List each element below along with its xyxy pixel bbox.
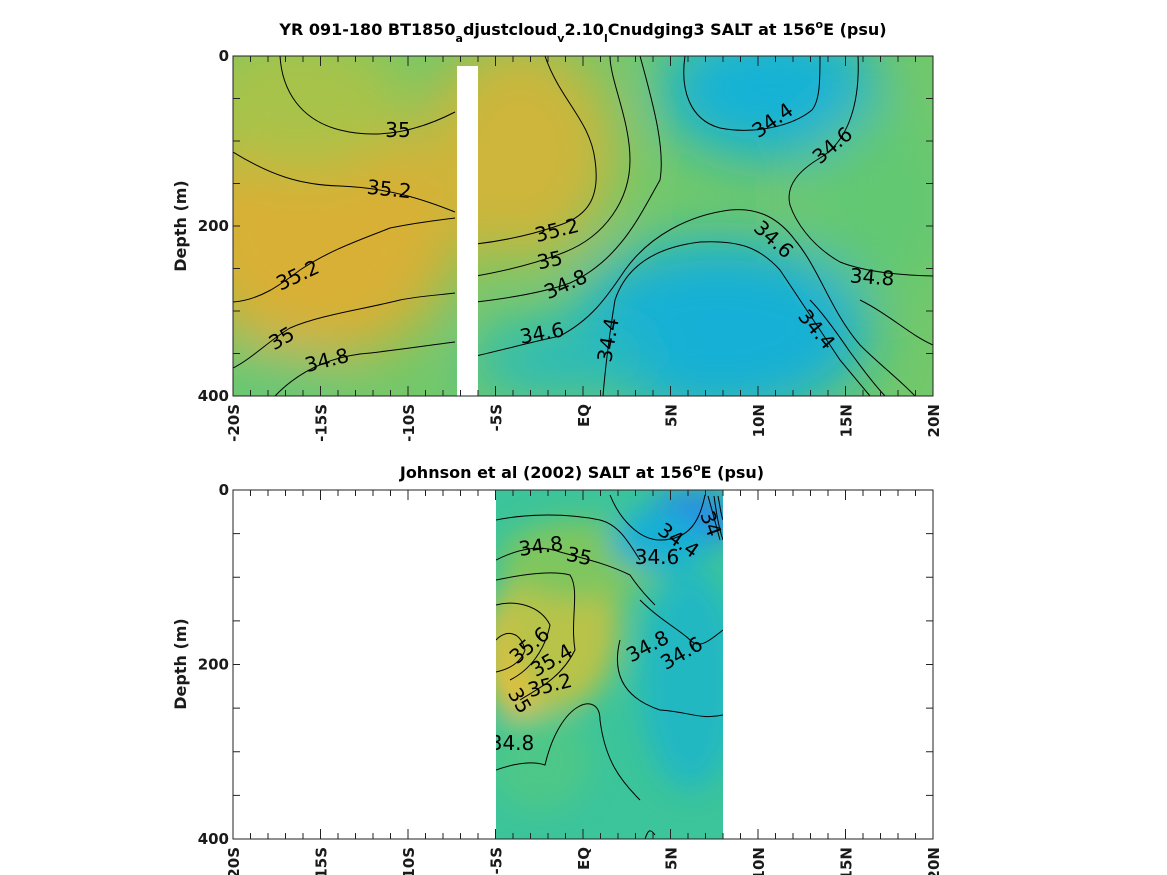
- x-tick-label: -15S: [313, 404, 331, 442]
- x-tick-label: -5S: [488, 847, 506, 874]
- bottom-y-tick-labels: 0 200 400: [198, 481, 229, 848]
- x-tick-label: 20N: [925, 404, 943, 437]
- x-tick-label: EQ: [575, 404, 593, 427]
- missing-data-band: [457, 66, 478, 396]
- contour-label: 35: [564, 542, 594, 571]
- x-tick-label: -20S: [225, 404, 243, 442]
- contour-label: 35: [385, 118, 410, 142]
- top-panel: YR 091-180 BT1850adjustcloudv2.10lCnudgi…: [171, 18, 943, 442]
- x-tick-label: 10N: [750, 404, 768, 437]
- top-y-axis-label: Depth (m): [171, 180, 190, 272]
- x-tick-label: 5N: [663, 404, 681, 427]
- top-axis-ticks: [232, 55, 934, 397]
- bottom-title: Johnson et al (2002) SALT at 156oE (psu): [399, 461, 764, 482]
- x-tick-label: -10S: [400, 847, 418, 875]
- bottom-x-tick-labels: -20S -15S -10S -5S EQ 5N 10N 15N 20N: [225, 847, 943, 875]
- x-tick-label: -5S: [488, 404, 506, 431]
- contour-label: 35.2: [366, 175, 413, 204]
- y-tick-label: 400: [198, 387, 229, 405]
- bottom-panel: Johnson et al (2002) SALT at 156oE (psu): [171, 461, 943, 875]
- x-tick-label: 10N: [750, 847, 768, 875]
- x-tick-label: -10S: [400, 404, 418, 442]
- bottom-y-axis-label: Depth (m): [171, 618, 190, 710]
- x-tick-label: EQ: [575, 847, 593, 870]
- x-tick-label: -20S: [225, 847, 243, 875]
- top-title: YR 091-180 BT1850adjustcloudv2.10lCnudgi…: [278, 18, 886, 45]
- top-heatmap: 35 35.2 35.2 35 34.8 35.2 35 34.8 34.6 3…: [233, 56, 933, 396]
- x-tick-label: 15N: [838, 404, 856, 437]
- y-tick-label: 200: [198, 656, 229, 674]
- x-tick-label: 15N: [838, 847, 856, 875]
- contour-label: 35: [535, 246, 565, 275]
- bottom-axis-ticks: [232, 489, 934, 840]
- y-tick-label: 400: [198, 830, 229, 848]
- bottom-heatmap: 34.8 35 34.4 34.6 34 35.6 35.4 35.2 35 3…: [490, 490, 723, 839]
- top-y-tick-labels: 0 200 400: [198, 47, 229, 405]
- top-x-tick-labels: -20S -15S -10S -5S EQ 5N 10N 15N 20N: [225, 404, 943, 442]
- contour-label: 34.8: [849, 263, 895, 290]
- y-tick-label: 0: [219, 47, 229, 65]
- x-tick-label: 20N: [925, 847, 943, 875]
- y-tick-label: 0: [219, 481, 229, 499]
- x-tick-label: 5N: [663, 847, 681, 870]
- contour-label: 34.8: [490, 731, 535, 755]
- y-tick-label: 200: [198, 217, 229, 235]
- x-tick-label: -15S: [313, 847, 331, 875]
- contour-label: 34.6: [635, 545, 680, 569]
